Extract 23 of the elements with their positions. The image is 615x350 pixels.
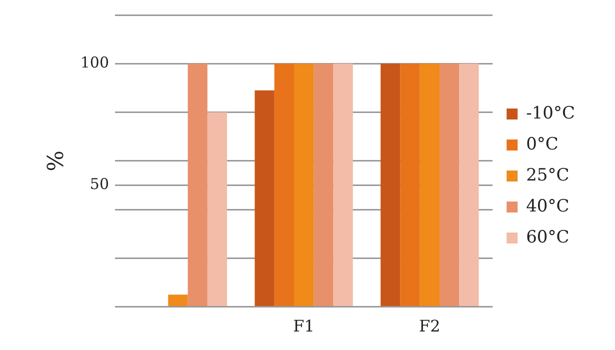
bar: [333, 64, 353, 306]
bar: [254, 90, 274, 306]
legend-label: 25°C: [526, 165, 570, 186]
y-tick-label: 100: [80, 54, 110, 72]
x-tick-label: F1: [293, 316, 314, 336]
legend-label: -10°C: [526, 103, 576, 124]
bar: [459, 64, 479, 306]
legend-label: 40°C: [526, 196, 570, 216]
bar: [314, 64, 334, 306]
legend-label: 0°C: [526, 134, 558, 154]
bar: [274, 64, 294, 306]
bar: [188, 64, 208, 306]
legend-label: 60°C: [526, 227, 570, 248]
bar: [400, 64, 420, 306]
x-tick-label: F2: [419, 316, 440, 336]
y-axis-title: %: [44, 150, 69, 172]
bar: [440, 64, 460, 306]
bar: [294, 64, 314, 306]
bar: [168, 294, 188, 306]
y-tick-label: 50: [90, 175, 110, 194]
bar: [380, 64, 400, 306]
bar: [420, 64, 440, 306]
bar: [207, 112, 228, 306]
